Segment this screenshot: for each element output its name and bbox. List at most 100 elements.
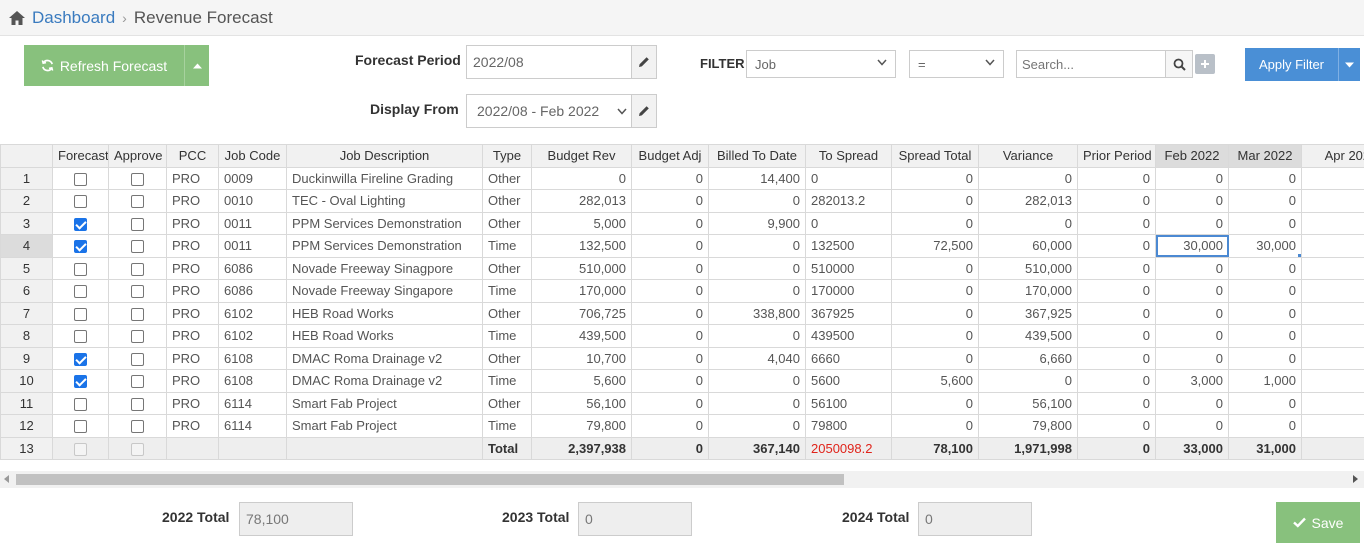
approve-checkbox[interactable] xyxy=(131,240,144,254)
feb-2022-cell[interactable]: 0 xyxy=(1155,324,1229,348)
budget-rev-cell[interactable]: 132,500 xyxy=(531,234,632,258)
feb-2022-cell[interactable]: 0 xyxy=(1155,301,1229,325)
spread-total-cell[interactable]: 0 xyxy=(891,279,979,303)
to-spread-cell[interactable]: 132500 xyxy=(805,234,892,258)
type-cell[interactable]: Other xyxy=(482,189,532,213)
billed-to-date-cell[interactable]: 0 xyxy=(708,234,806,258)
billed-to-date-cell[interactable]: 0 xyxy=(708,324,806,348)
prior-period-cell[interactable]: 0 xyxy=(1077,414,1156,438)
mar-2022-cell[interactable]: 0 xyxy=(1228,301,1302,325)
billed-to-date-cell[interactable]: 338,800 xyxy=(708,301,806,325)
feb-2022-cell[interactable]: 0 xyxy=(1155,211,1229,235)
prior-period-cell[interactable]: 0 xyxy=(1077,346,1156,370)
budget-adj-cell[interactable]: 0 xyxy=(631,324,709,348)
header-mar-2022[interactable]: Mar 2022 xyxy=(1228,144,1302,168)
display-from-edit-button[interactable] xyxy=(631,94,657,128)
type-cell[interactable]: Other xyxy=(482,166,532,190)
approve-checkbox[interactable] xyxy=(131,172,144,186)
pcc-cell[interactable]: PRO xyxy=(166,391,219,415)
approve-checkbox[interactable] xyxy=(131,307,144,321)
job-description-cell[interactable]: TEC - Oval Lighting xyxy=(286,189,483,213)
apply-filter-button[interactable]: Apply Filter xyxy=(1245,48,1338,81)
apr-2022-cell[interactable] xyxy=(1301,189,1364,213)
feb-2022-cell[interactable]: 0 xyxy=(1155,189,1229,213)
pcc-cell[interactable]: PRO xyxy=(166,279,219,303)
forecast-period-input[interactable]: 2022/08 xyxy=(466,45,632,79)
job-code-cell[interactable]: 6108 xyxy=(218,346,287,370)
budget-rev-cell[interactable]: 439,500 xyxy=(531,324,632,348)
job-code-cell[interactable]: 6108 xyxy=(218,369,287,393)
apr-2022-cell[interactable] xyxy=(1301,166,1364,190)
approve-checkbox[interactable] xyxy=(131,262,144,276)
type-cell[interactable]: Other xyxy=(482,211,532,235)
spread-total-cell[interactable]: 72,500 xyxy=(891,234,979,258)
refresh-forecast-dropdown[interactable] xyxy=(184,45,209,86)
budget-rev-cell[interactable]: 0 xyxy=(531,166,632,190)
to-spread-cell[interactable]: 170000 xyxy=(805,279,892,303)
variance-cell[interactable]: 510,000 xyxy=(978,256,1078,280)
refresh-forecast-button[interactable]: Refresh Forecast xyxy=(24,45,184,86)
header-budget-adj[interactable]: Budget Adj xyxy=(631,144,709,168)
header-pcc[interactable]: PCC xyxy=(166,144,219,168)
pcc-cell[interactable]: PRO xyxy=(166,166,219,190)
budget-rev-cell[interactable]: 79,800 xyxy=(531,414,632,438)
type-cell[interactable]: Time xyxy=(482,369,532,393)
forecast-checkbox[interactable] xyxy=(74,240,87,254)
forecast-checkbox[interactable] xyxy=(74,352,87,366)
variance-cell[interactable]: 0 xyxy=(978,369,1078,393)
approve-checkbox[interactable] xyxy=(131,195,144,209)
variance-cell[interactable]: 282,013 xyxy=(978,189,1078,213)
filter-operator-select[interactable]: = xyxy=(909,50,1004,78)
type-cell[interactable]: Other xyxy=(482,346,532,370)
job-code-cell[interactable]: 0011 xyxy=(218,234,287,258)
job-code-cell[interactable]: 6086 xyxy=(218,256,287,280)
mar-2022-cell[interactable]: 0 xyxy=(1228,391,1302,415)
spread-total-cell[interactable]: 0 xyxy=(891,189,979,213)
approve-checkbox[interactable] xyxy=(131,420,144,434)
feb-2022-cell[interactable]: 0 xyxy=(1155,256,1229,280)
feb-2022-cell[interactable]: 0 xyxy=(1155,166,1229,190)
approve-checkbox[interactable] xyxy=(131,217,144,231)
pcc-cell[interactable]: PRO xyxy=(166,256,219,280)
to-spread-cell[interactable]: 56100 xyxy=(805,391,892,415)
billed-to-date-cell[interactable]: 0 xyxy=(708,414,806,438)
job-description-cell[interactable]: PPM Services Demonstration xyxy=(286,234,483,258)
apr-2022-cell[interactable] xyxy=(1301,279,1364,303)
mar-2022-cell[interactable]: 0 xyxy=(1228,324,1302,348)
budget-adj-cell[interactable]: 0 xyxy=(631,301,709,325)
budget-adj-cell[interactable]: 0 xyxy=(631,279,709,303)
budget-adj-cell[interactable]: 0 xyxy=(631,369,709,393)
budget-rev-cell[interactable]: 5,600 xyxy=(531,369,632,393)
header-forecast[interactable]: Forecast xyxy=(52,144,109,168)
spread-total-cell[interactable]: 0 xyxy=(891,324,979,348)
to-spread-cell[interactable]: 282013.2 xyxy=(805,189,892,213)
spread-total-cell[interactable]: 0 xyxy=(891,346,979,370)
billed-to-date-cell[interactable]: 0 xyxy=(708,391,806,415)
header-to-spread[interactable]: To Spread xyxy=(805,144,892,168)
pcc-cell[interactable]: PRO xyxy=(166,414,219,438)
prior-period-cell[interactable]: 0 xyxy=(1077,369,1156,393)
filter-search-button[interactable] xyxy=(1165,50,1193,78)
to-spread-cell[interactable]: 79800 xyxy=(805,414,892,438)
prior-period-cell[interactable]: 0 xyxy=(1077,166,1156,190)
mar-2022-cell[interactable]: 1,000 xyxy=(1228,369,1302,393)
budget-rev-cell[interactable]: 5,000 xyxy=(531,211,632,235)
prior-period-cell[interactable]: 0 xyxy=(1077,324,1156,348)
type-cell[interactable]: Other xyxy=(482,391,532,415)
billed-to-date-cell[interactable]: 0 xyxy=(708,279,806,303)
pcc-cell[interactable]: PRO xyxy=(166,324,219,348)
apr-2022-cell[interactable] xyxy=(1301,301,1364,325)
type-cell[interactable]: Time xyxy=(482,324,532,348)
add-filter-button[interactable] xyxy=(1195,54,1215,74)
mar-2022-cell[interactable]: 0 xyxy=(1228,189,1302,213)
mar-2022-cell[interactable]: 0 xyxy=(1228,279,1302,303)
to-spread-cell[interactable]: 0 xyxy=(805,166,892,190)
pcc-cell[interactable]: PRO xyxy=(166,346,219,370)
prior-period-cell[interactable]: 0 xyxy=(1077,279,1156,303)
breadcrumb-dashboard-link[interactable]: Dashboard xyxy=(32,7,116,27)
scrollbar-thumb[interactable] xyxy=(16,474,844,485)
filter-field-select[interactable]: Job xyxy=(746,50,896,78)
variance-cell[interactable]: 56,100 xyxy=(978,391,1078,415)
forecast-checkbox[interactable] xyxy=(74,307,87,321)
to-spread-cell[interactable]: 0 xyxy=(805,211,892,235)
